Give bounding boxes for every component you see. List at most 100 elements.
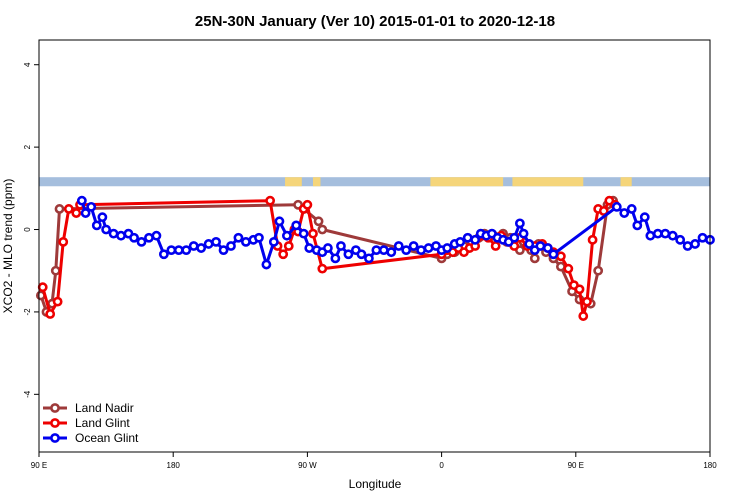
data-point-land-glint [574,284,585,295]
y-tick-label: 2 [23,144,32,149]
data-point-land-glint [490,241,501,251]
data-point-ocean-glint [91,220,102,231]
data-point-ocean-glint [632,220,643,231]
data-point-ocean-glint [386,247,397,258]
data-point-ocean-glint [697,232,708,243]
data-point-land-glint [578,311,589,321]
data-point-ocean-glint [188,241,199,251]
legend-marker-ocean-glint [50,433,60,443]
data-point-land-nadir [50,265,61,276]
data-point-ocean-glint [423,243,434,253]
data-point-ocean-glint [226,241,236,251]
data-point-ocean-glint [619,208,630,218]
data-point-ocean-glint [86,201,97,212]
plot-frame [38,39,711,453]
data-point-ocean-glint [356,249,367,260]
x-tick-label: 180 [167,461,181,470]
data-point-ocean-glint [518,228,529,239]
data-point-ocean-glint [408,241,419,251]
data-point-ocean-glint [196,243,207,253]
data-point-ocean-glint [268,236,279,247]
data-point-land-glint [587,234,598,245]
data-point-ocean-glint [291,220,302,231]
data-point-ocean-glint [158,249,169,260]
data-point-ocean-glint [462,232,473,243]
data-point-land-glint [37,282,48,293]
data-point-ocean-glint [261,259,272,270]
data-point-ocean-glint [97,212,108,223]
data-point-ocean-glint [173,245,184,256]
data-point-ocean-glint [151,230,162,241]
data-point-land-glint [278,249,289,260]
data-point-ocean-glint [76,195,87,206]
y-tick-label: -4 [23,390,32,398]
data-point-land-glint [302,199,313,210]
data-point-land-glint [45,309,56,319]
legend-marker-land-nadir [50,403,60,413]
x-axis-label: Longitude [349,477,402,491]
data-point-land-glint [52,296,63,307]
data-point-ocean-glint [645,230,656,241]
x-axis: 90 E 180 90 W 0 90 E 180 [31,452,717,470]
land-segment-0 [285,177,302,187]
data-point-ocean-glint [455,236,466,247]
data-point-ocean-glint [364,253,374,264]
data-point-ocean-glint [442,243,453,253]
series-layer [35,195,715,321]
data-point-land-nadir [593,265,604,276]
data-point-ocean-glint [80,208,91,218]
legend-label-land-glint: Land Glint [75,416,130,430]
legend-label-ocean-glint: Ocean Glint [75,431,139,445]
data-point-ocean-glint [218,245,229,256]
data-point-land-glint [63,204,74,214]
x-tick-label: 180 [703,461,717,470]
y-axis-label: XCO2 - MLO trend (ppm) [1,179,15,314]
y-tick-label: 0 [23,227,32,232]
data-point-ocean-glint [211,236,221,247]
data-point-ocean-glint [101,224,111,235]
data-point-ocean-glint [166,245,177,256]
data-point-ocean-glint [535,241,546,251]
y-tick-label: 4 [23,62,32,67]
data-point-ocean-glint [330,253,341,264]
data-point-land-glint [265,195,276,206]
data-point-ocean-glint [323,243,333,253]
data-point-ocean-glint [393,241,404,251]
data-point-land-glint [58,236,69,247]
data-point-ocean-glint [660,228,671,239]
data-point-ocean-glint [304,243,315,253]
y-tick-label: -2 [23,308,32,316]
chart-title: 25N-30N January (Ver 10) 2015-01-01 to 2… [195,13,555,30]
y-axis: -4 -2 0 2 4 [23,62,39,398]
data-point-ocean-glint [254,232,264,243]
data-point-ocean-glint [675,234,686,245]
data-point-ocean-glint [690,239,700,249]
data-point-ocean-glint [524,239,535,249]
series-land-nadir [35,195,618,317]
data-point-ocean-glint [116,230,126,241]
data-point-ocean-glint [336,241,346,251]
data-point-land-nadir [313,216,324,227]
x-tick-label: 90 E [31,461,47,470]
data-point-ocean-glint [281,230,292,241]
data-point-ocean-glint [626,204,637,214]
land-mask [39,177,710,187]
data-point-ocean-glint [343,249,354,260]
data-point-ocean-glint [470,234,481,245]
data-point-ocean-glint [652,228,663,239]
data-point-ocean-glint [548,249,559,260]
data-point-land-glint [317,263,328,274]
data-point-ocean-glint [274,216,285,227]
series-line-land-glint [41,199,616,318]
data-point-ocean-glint [144,232,154,243]
data-point-land-glint [555,251,566,262]
data-point-ocean-glint [371,245,382,256]
data-point-ocean-glint [378,245,389,256]
data-point-land-glint [563,263,574,274]
data-point-ocean-glint [240,236,251,247]
data-point-ocean-glint [233,232,244,243]
data-point-ocean-glint [639,212,650,223]
land-segment-1 [312,177,321,187]
